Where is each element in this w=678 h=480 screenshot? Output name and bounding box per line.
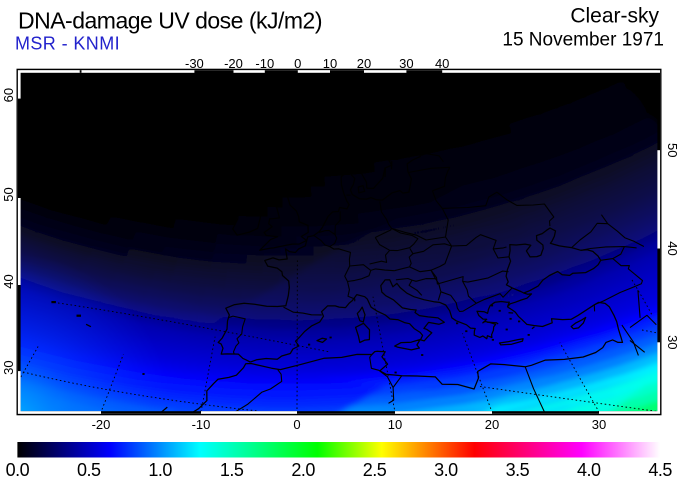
svg-text:0: 0 bbox=[294, 56, 301, 71]
svg-text:2.0: 2.0 bbox=[291, 460, 315, 480]
svg-text:0: 0 bbox=[293, 417, 300, 432]
svg-text:3.5: 3.5 bbox=[506, 460, 530, 480]
svg-text:40: 40 bbox=[665, 241, 678, 255]
svg-text:0.0: 0.0 bbox=[6, 460, 30, 480]
svg-text:15 November 1971: 15 November 1971 bbox=[502, 30, 664, 51]
svg-text:MSR - KNMI: MSR - KNMI bbox=[15, 34, 120, 54]
svg-text:-20: -20 bbox=[224, 56, 243, 71]
svg-text:20: 20 bbox=[357, 56, 371, 71]
svg-text:Clear-sky: Clear-sky bbox=[570, 5, 659, 28]
svg-text:40: 40 bbox=[1, 274, 16, 288]
svg-text:-20: -20 bbox=[92, 417, 111, 432]
svg-text:0.5: 0.5 bbox=[77, 460, 101, 480]
svg-text:-10: -10 bbox=[192, 417, 211, 432]
svg-text:-30: -30 bbox=[185, 56, 204, 71]
svg-text:30: 30 bbox=[592, 417, 606, 432]
svg-text:1.5: 1.5 bbox=[220, 460, 244, 480]
svg-text:30: 30 bbox=[665, 335, 678, 349]
svg-text:30: 30 bbox=[1, 360, 16, 374]
svg-text:50: 50 bbox=[1, 187, 16, 201]
svg-text:2.5: 2.5 bbox=[363, 460, 387, 480]
svg-text:10: 10 bbox=[323, 56, 337, 71]
svg-text:30: 30 bbox=[399, 56, 413, 71]
svg-text:20: 20 bbox=[485, 417, 499, 432]
svg-text:60: 60 bbox=[1, 88, 16, 102]
svg-text:4.5: 4.5 bbox=[648, 460, 672, 480]
svg-text:-10: -10 bbox=[255, 56, 274, 71]
svg-text:3.0: 3.0 bbox=[434, 460, 458, 480]
svg-text:1.0: 1.0 bbox=[148, 460, 172, 480]
svg-text:50: 50 bbox=[665, 143, 678, 157]
svg-text:10: 10 bbox=[388, 417, 402, 432]
svg-text:4.0: 4.0 bbox=[577, 460, 601, 480]
svg-text:40: 40 bbox=[435, 56, 449, 71]
svg-text:DNA-damage UV dose (kJ/m2): DNA-damage UV dose (kJ/m2) bbox=[18, 8, 322, 34]
